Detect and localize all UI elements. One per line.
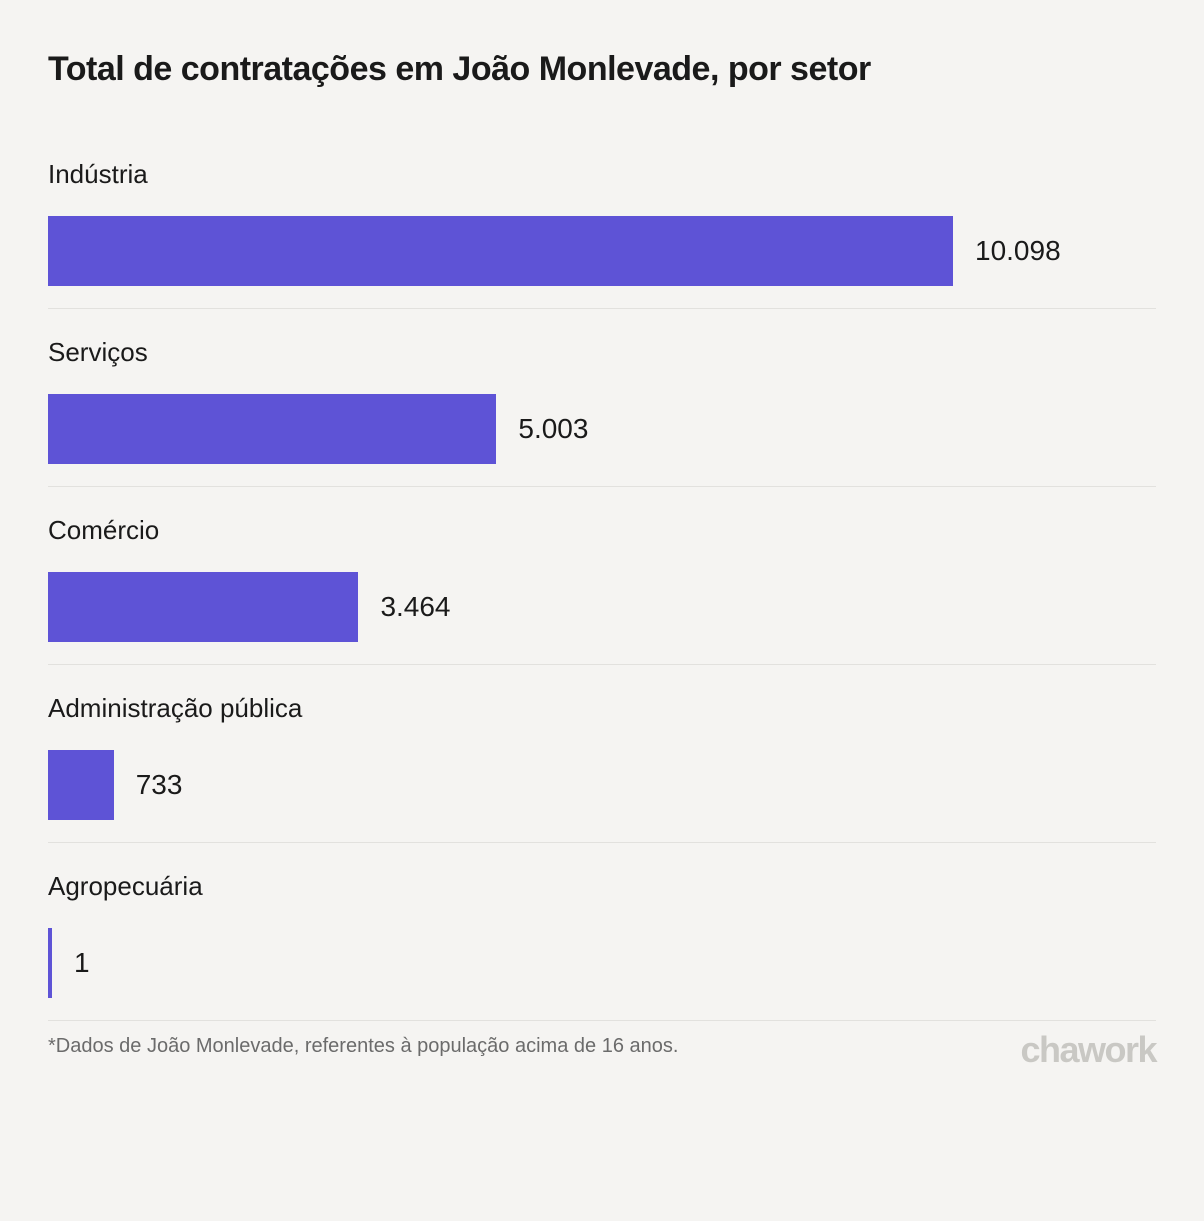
bar-fill xyxy=(48,216,953,286)
bar-value: 5.003 xyxy=(518,413,588,445)
bar-track xyxy=(48,928,52,998)
chart-title: Total de contratações em João Monlevade,… xyxy=(48,50,1156,89)
category-label: Serviços xyxy=(48,337,1156,368)
bar-line: 3.464 xyxy=(48,572,1156,642)
bar-line: 733 xyxy=(48,750,1156,820)
bar-value: 1 xyxy=(74,947,90,979)
category-label: Comércio xyxy=(48,515,1156,546)
bar-row: Comércio 3.464 xyxy=(48,515,1156,665)
bar-track xyxy=(48,750,114,820)
bar-row: Serviços 5.003 xyxy=(48,337,1156,487)
bar-row: Indústria 10.098 xyxy=(48,159,1156,309)
chart-footnote: *Dados de João Monlevade, referentes à p… xyxy=(48,1035,1156,1058)
bar-line: 1 xyxy=(48,928,1156,998)
watermark-logo: chawork xyxy=(1020,1029,1156,1071)
category-label: Administração pública xyxy=(48,693,1156,724)
bar-line: 5.003 xyxy=(48,394,1156,464)
bar-fill xyxy=(48,928,52,998)
bar-value: 10.098 xyxy=(975,235,1061,267)
bar-row: Administração pública 733 xyxy=(48,693,1156,843)
bar-value: 733 xyxy=(136,769,183,801)
bar-fill xyxy=(48,394,496,464)
bar-track xyxy=(48,216,953,286)
bar-fill xyxy=(48,750,114,820)
bar-value: 3.464 xyxy=(380,591,450,623)
bar-line: 10.098 xyxy=(48,216,1156,286)
category-label: Agropecuária xyxy=(48,871,1156,902)
bar-chart: Indústria 10.098 Serviços 5.003 Comércio… xyxy=(48,159,1156,1021)
bar-row: Agropecuária 1 xyxy=(48,871,1156,1021)
bar-track xyxy=(48,572,358,642)
bar-track xyxy=(48,394,496,464)
bar-fill xyxy=(48,572,358,642)
category-label: Indústria xyxy=(48,159,1156,190)
